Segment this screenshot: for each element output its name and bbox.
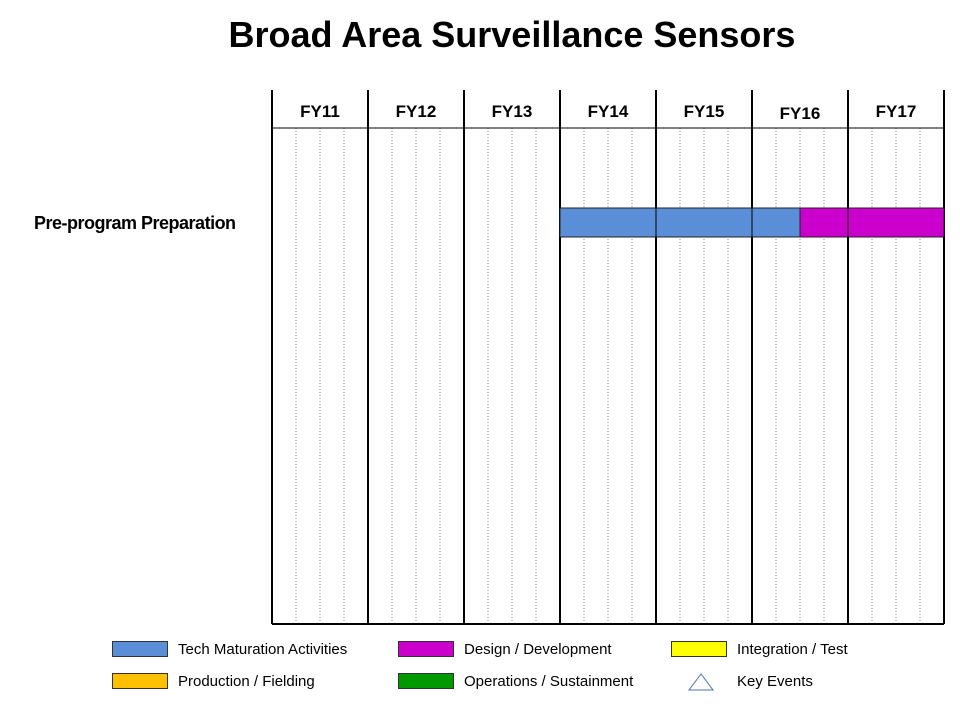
legend-swatch (671, 641, 727, 657)
period-label: FY12 (396, 102, 437, 121)
row-label-pre-program-preparation: Pre-program Preparation (34, 213, 236, 233)
period-label: FY14 (588, 102, 629, 121)
legend-label: Operations / Sustainment (464, 673, 634, 690)
key-event-triangle-icon (688, 673, 714, 691)
period-label: FY15 (684, 102, 725, 121)
legend-label: Integration / Test (737, 641, 848, 658)
gantt-grid (271, 90, 945, 625)
period-headers: FY11 FY12 FY13 FY14 FY15 FY16 FY17 (300, 102, 916, 123)
period-label: FY16 (780, 104, 821, 123)
period-label: FY17 (876, 102, 917, 121)
legend-swatch (398, 641, 454, 657)
gantt-bar (799, 207, 945, 238)
gantt-bars (559, 207, 945, 238)
legend-swatch (112, 641, 168, 657)
gantt-bar (559, 207, 801, 238)
legend-swatch (112, 673, 168, 689)
chart-title: Broad Area Surveillance Sensors (228, 14, 796, 55)
legend-swatch (398, 673, 454, 689)
legend-label: Design / Development (464, 641, 612, 658)
legend-label: Production / Fielding (178, 673, 315, 690)
legend-label: Tech Maturation Activities (178, 641, 348, 658)
period-label: FY13 (492, 102, 533, 121)
legend-label: Key Events (737, 673, 813, 690)
period-label: FY11 (300, 102, 340, 121)
